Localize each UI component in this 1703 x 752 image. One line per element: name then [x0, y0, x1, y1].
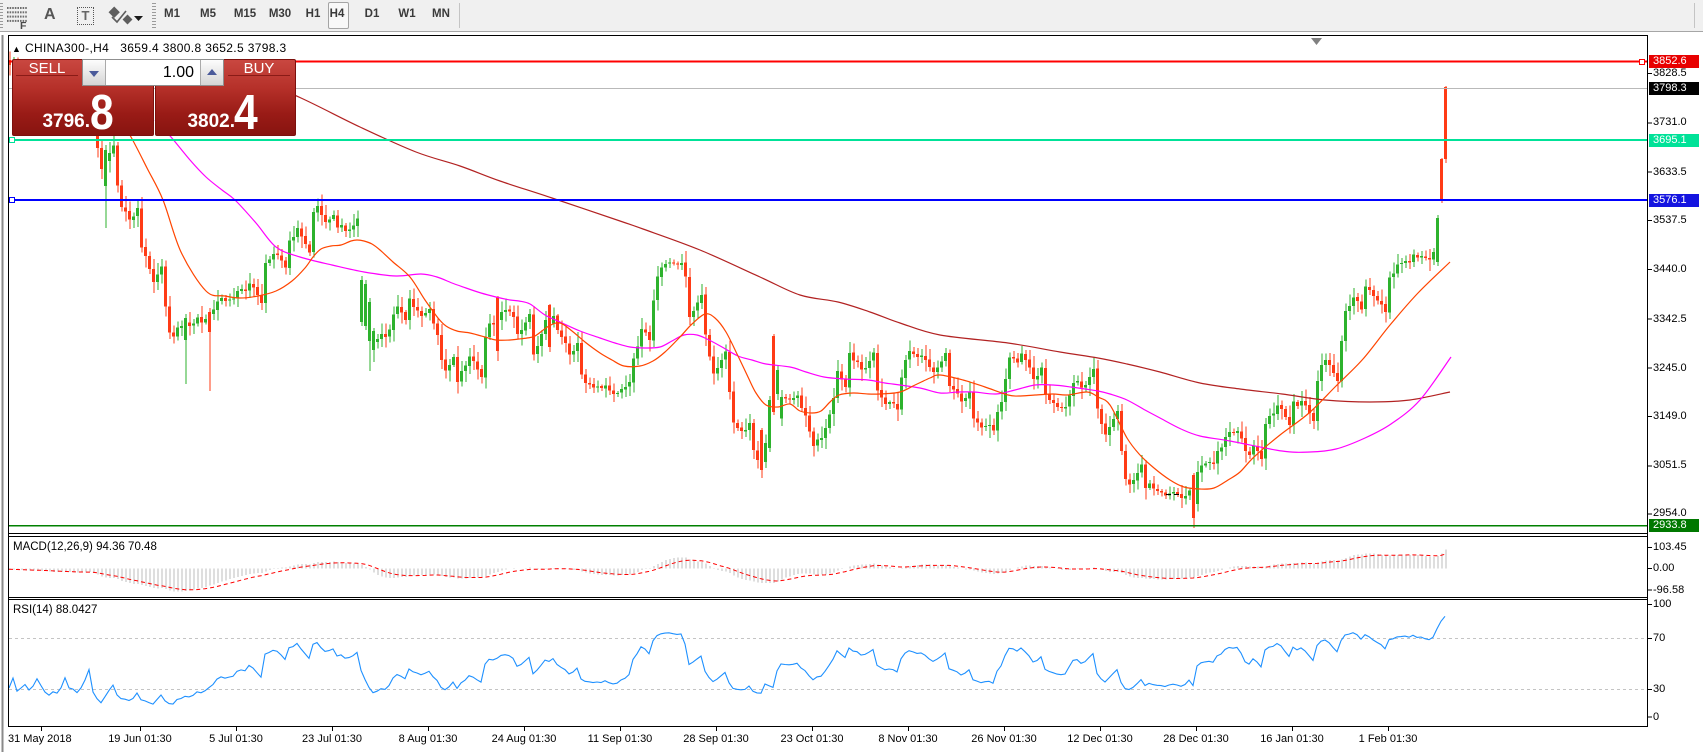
svg-text:F: F: [20, 20, 27, 32]
